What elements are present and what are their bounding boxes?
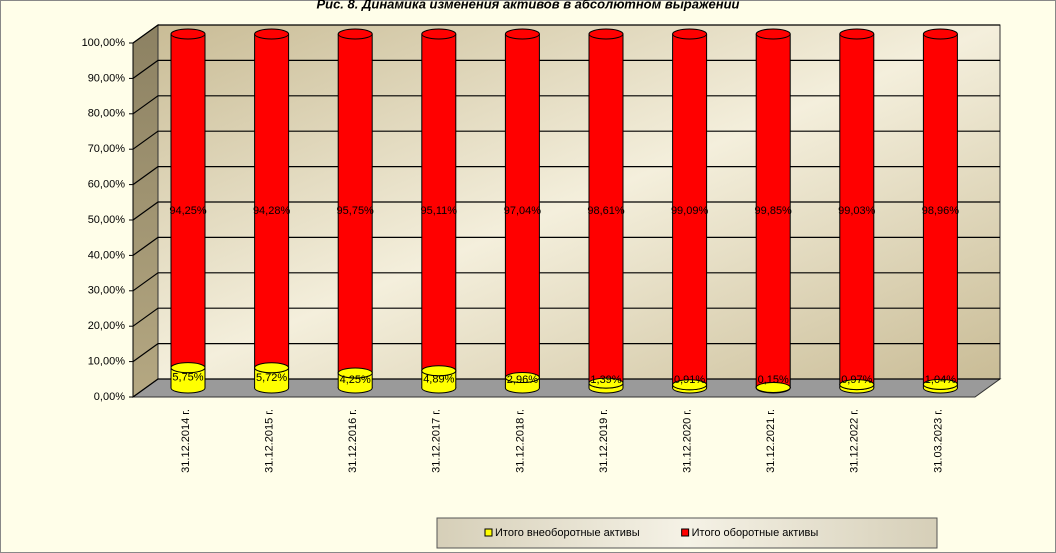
y-tick-label: 40,00% [88,249,126,261]
data-label: 99,03% [838,205,876,217]
x-tick-label: 31.12.2014 г. [180,409,192,473]
grid-line [132,24,1000,44]
y-tick-label: 100,00% [82,37,126,49]
x-tick-label: 31.03.2023 г. [932,409,944,473]
data-label: 98,61% [587,205,625,217]
x-tick-label: 31.12.2022 г. [849,409,861,473]
cylinder-body [923,34,958,385]
grid-line [132,343,1000,363]
y-tick-label: 90,00% [88,72,126,84]
cylinder-body [254,34,289,368]
data-label: 98,96% [922,205,960,217]
cylinder-top [839,28,875,40]
data-label: 0,15% [758,374,789,386]
x-tick-label: 31.12.2016 г. [347,409,359,473]
cylinder-body [171,34,205,368]
y-tick-label: 60,00% [88,179,126,191]
data-label: 95,75% [337,205,375,217]
data-label: 1,39% [590,374,621,386]
cylinder-top [254,362,290,374]
grid-line [132,59,1000,79]
cylinder-top [755,381,791,393]
cylinder-top [504,372,540,384]
cylinder-body [338,34,373,373]
x-tick-label: 31.12.2019 г. [598,409,610,473]
legend-swatch [484,528,493,537]
cylinder-top [421,28,457,40]
data-label: 95,11% [421,205,458,217]
cylinder-body [254,367,289,388]
grid-line [132,130,1000,150]
cylinder-top [254,28,290,40]
cylinder-body [756,34,791,388]
grid-line [132,236,1000,256]
cylinder-top [421,365,457,377]
grid-line [132,272,1000,292]
y-tick-label: 10,00% [88,356,126,368]
y-tick-label: 80,00% [88,108,126,120]
data-label: 4,89% [423,373,454,385]
cylinder-top [170,28,206,40]
cylinder-body [839,34,874,385]
data-label: 99,09% [671,205,709,217]
y-tick-label: 0,00% [94,391,125,403]
cylinder-top [337,28,373,40]
chart-title: Рис. 8. Динамика изменения активов в абс… [316,0,739,11]
data-label: 0,91% [674,374,705,386]
cylinder-top [170,362,206,374]
x-tick-label: 31.12.2018 г. [514,409,526,473]
grid-line [132,201,1000,221]
data-label: 2,96% [507,374,538,386]
data-label: 5,75% [172,372,203,384]
grid-line [132,95,1000,115]
cylinder-top [588,28,624,40]
x-tick-label: 31.12.2015 г. [264,409,276,473]
cylinder-top [839,379,875,391]
x-tick-label: 31.12.2017 г. [431,409,443,473]
data-label: 5,72% [256,372,287,384]
cylinder-body [672,34,707,385]
x-tick-label: 31.12.2020 г. [682,409,694,473]
cylinder-top [672,28,708,40]
grid-line [132,378,1000,398]
data-label: 0,97% [841,374,872,386]
cylinder-body [505,34,540,378]
cylinder-body [589,34,623,384]
cylinder-top [672,379,708,391]
cylinder-top [588,377,624,389]
cylinder-top [922,378,958,390]
cylinder-body [171,367,205,388]
data-label: 94,25% [169,205,207,217]
data-label: 97,04% [504,205,542,217]
data-label: 4,25% [340,374,371,386]
y-tick-label: 50,00% [88,214,126,226]
data-label: 1,04% [925,374,956,386]
y-tick-label: 20,00% [88,320,126,332]
legend-label: Итого оборотные активы [692,527,819,539]
y-tick-label: 30,00% [88,285,126,297]
cylinder-body [421,34,456,371]
legend-swatch [681,528,690,537]
cylinder-top [922,28,958,40]
y-tick-label: 70,00% [88,143,126,155]
grid-line [132,307,1000,327]
cylinder-top [504,28,540,40]
cylinder-top [337,367,373,379]
legend-label: Итого внеоборотные активы [495,527,640,539]
data-label: 99,85% [755,205,793,217]
data-label: 94,28% [253,205,291,217]
grid-line [132,166,1000,186]
cylinder-top [755,28,791,40]
x-tick-label: 31.12.2021 г. [765,409,777,473]
